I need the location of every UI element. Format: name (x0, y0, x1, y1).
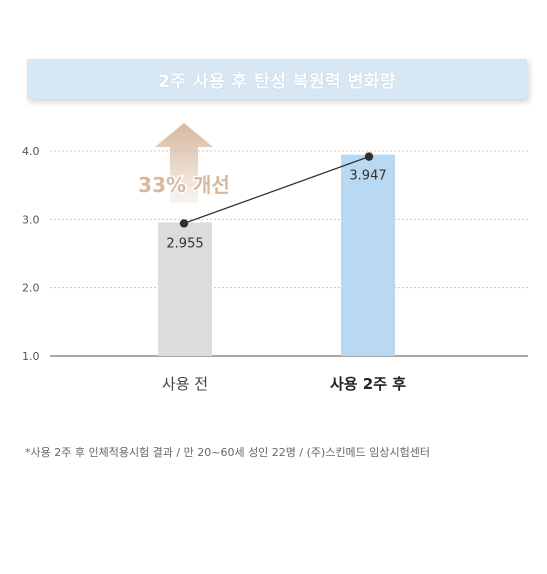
improvement-label: 33% 개선 (138, 173, 230, 197)
y-axis-ticks: 4.0 3.0 2.0 1.0 (22, 145, 40, 363)
x-category-label-2: 사용 2주 후 (330, 375, 406, 393)
bar-2 (341, 154, 395, 356)
bars (158, 154, 395, 356)
y-tick-label: 1.0 (22, 350, 40, 363)
chart-title: 2주 사용 후 탄성 복원력 변화량 (157, 71, 397, 92)
trend-line (183, 156, 370, 225)
y-tick-label: 3.0 (22, 213, 40, 226)
up-arrow-icon (155, 123, 213, 203)
chart-title-banner: 2주 사용 후 탄성 복원력 변화량 (27, 59, 527, 99)
value-label-1: 2.955 (166, 236, 203, 251)
y-tick-label: 2.0 (22, 282, 40, 295)
data-point-1 (179, 219, 189, 228)
y-tick-label: 4.0 (22, 145, 40, 158)
value-label-2: 3.947 (349, 169, 386, 184)
bar-1 (158, 222, 212, 356)
improvement-arrow: 33% 개선 (137, 123, 231, 203)
grid-lines (50, 150, 528, 357)
x-axis-labels: 사용 전 사용 2주 후 (162, 375, 406, 393)
connector-line: 2.955 3.947 (166, 152, 387, 251)
data-point-2 (364, 152, 374, 161)
x-category-label-1: 사용 전 (162, 375, 208, 393)
footnote: *사용 2주 후 인체적용시험 결과 / 만 20~60세 성인 22명 / (… (25, 446, 431, 459)
